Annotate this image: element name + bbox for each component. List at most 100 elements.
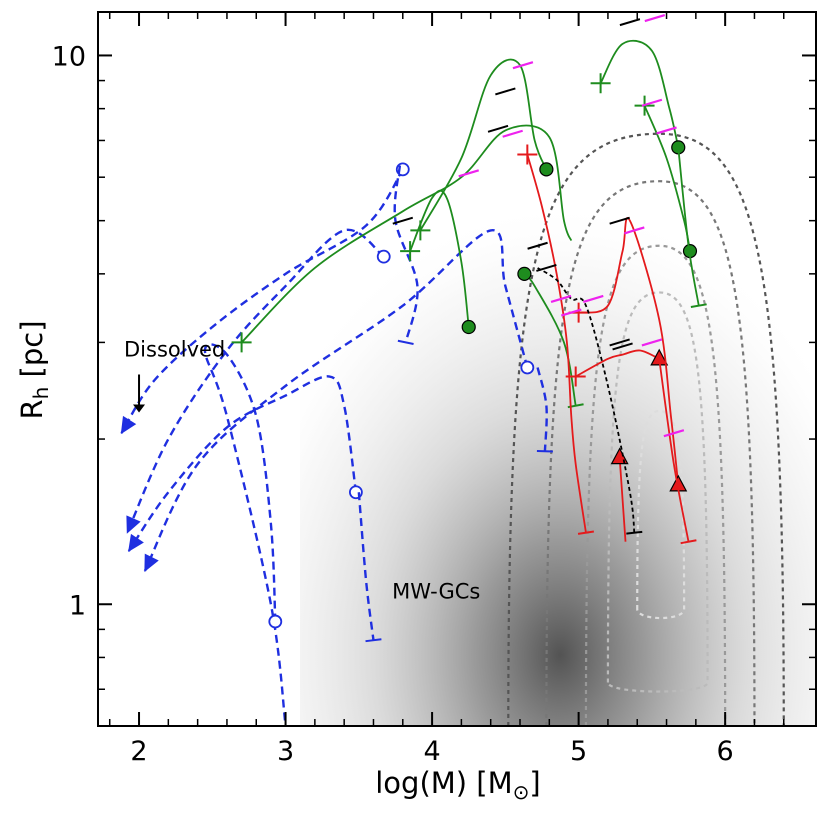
series-line — [127, 375, 358, 552]
y-axis-title-main: R — [15, 399, 49, 419]
dissolved-arrow-head — [133, 404, 146, 413]
x-tick-label: 5 — [570, 736, 587, 767]
series-line — [526, 154, 587, 533]
black-tick-mark — [536, 263, 557, 272]
series-blue-short-2 — [393, 165, 419, 346]
dissolved-annotation: Dissolved — [124, 337, 225, 361]
series-line — [357, 492, 375, 641]
series-green-4 — [517, 266, 584, 409]
magenta-tick-mark — [582, 294, 604, 304]
series-line — [419, 58, 548, 231]
series-line — [240, 124, 573, 344]
series-red-2 — [565, 348, 669, 387]
series-blue-dissolved-2 — [126, 228, 391, 534]
end-bar-marker — [397, 339, 414, 346]
magenta-tick-mark — [623, 226, 645, 235]
black-tick-mark — [609, 338, 630, 347]
magenta-tick-mark — [644, 13, 666, 23]
magenta-tick-mark — [502, 129, 523, 138]
magenta-tick-mark — [663, 429, 685, 438]
black-tick-mark — [487, 124, 509, 133]
plus-marker — [410, 220, 431, 241]
x-tick-label: 4 — [423, 736, 440, 767]
series-green-3 — [410, 58, 554, 241]
series-green-7 — [677, 147, 707, 309]
circle-marker — [376, 249, 391, 264]
density-contours — [507, 132, 785, 726]
magenta-tick-mark — [641, 98, 663, 107]
black-tick-mark — [527, 241, 548, 250]
end-bar-marker — [577, 530, 595, 535]
x-tick-label: 2 — [130, 736, 147, 767]
x-tick-label: 6 — [717, 736, 734, 767]
series-line — [575, 349, 660, 378]
x-axis-title: log(M) [M⊙] — [375, 766, 541, 804]
series-blue-short-3 — [536, 367, 553, 453]
arrow-head-marker — [120, 415, 137, 435]
series-blue-short-1 — [203, 343, 287, 726]
series-blue-short-4 — [357, 492, 382, 643]
magenta-tick-mark — [512, 61, 534, 70]
density-background — [300, 60, 816, 726]
plus-marker — [565, 366, 586, 387]
density-contour — [636, 409, 686, 620]
end-bar-marker — [365, 638, 382, 643]
magenta-tick-mark — [550, 294, 572, 304]
dissolved-arrow-icon — [133, 374, 146, 413]
arrow-head-marker — [128, 533, 144, 553]
series-line — [599, 39, 680, 148]
series-red-4 — [658, 358, 697, 545]
series-line — [536, 367, 548, 452]
marker-ticks — [392, 13, 685, 438]
series-blue-dissolved-3 — [143, 229, 535, 573]
black-tick-mark — [495, 87, 516, 96]
density-contour — [545, 180, 756, 726]
series-black-red-1 — [537, 267, 643, 535]
series-line — [677, 147, 700, 306]
plot-frame — [97, 11, 817, 727]
magenta-tick-mark — [560, 308, 582, 317]
circle-marker — [268, 614, 283, 629]
end-bar-marker — [680, 539, 697, 545]
series-green-1 — [231, 124, 573, 353]
y-axis-title-sub: h — [29, 387, 53, 400]
magenta-tick-mark — [458, 169, 480, 178]
circle-marker — [539, 162, 554, 177]
series-layer — [120, 39, 707, 726]
circle-marker — [517, 266, 532, 281]
end-bar-marker — [626, 530, 643, 535]
black-tick-mark — [612, 342, 633, 351]
series-line — [537, 267, 636, 533]
series-line — [618, 457, 627, 542]
mwgcs-annotation: MW-GCs — [392, 580, 480, 604]
density-contour — [507, 132, 785, 726]
series-line — [203, 343, 287, 726]
series-red-1 — [517, 144, 595, 535]
series-line — [126, 228, 385, 534]
x-tick-label: 3 — [277, 736, 294, 767]
series-line — [658, 358, 690, 542]
arrow-head-marker — [144, 553, 159, 573]
black-tick-mark — [609, 216, 630, 225]
black-tick-mark — [392, 216, 414, 225]
plus-marker — [517, 144, 538, 165]
series-green-2 — [400, 189, 476, 335]
series-green-5 — [590, 39, 686, 155]
y-axis-title: Rh [pc] — [15, 320, 53, 419]
end-bar-marker — [690, 303, 707, 309]
axis-tick-labels: 2 3 4 5 6 1 10 — [52, 41, 734, 767]
end-bar-marker — [536, 450, 553, 453]
series-line — [409, 189, 470, 328]
circle-marker — [520, 360, 535, 375]
y-tick-label: 10 — [52, 41, 86, 72]
density-contour — [584, 244, 727, 726]
x-axis-title-sub: ⊙ — [513, 780, 530, 804]
x-axis-title-main: log(M) [M — [375, 766, 512, 800]
arrow-head-marker — [126, 515, 141, 534]
magenta-tick-mark — [641, 338, 663, 347]
series-line — [120, 168, 404, 434]
plus-marker — [590, 73, 611, 94]
axis-ticks — [98, 12, 816, 727]
plot-area — [120, 13, 816, 726]
